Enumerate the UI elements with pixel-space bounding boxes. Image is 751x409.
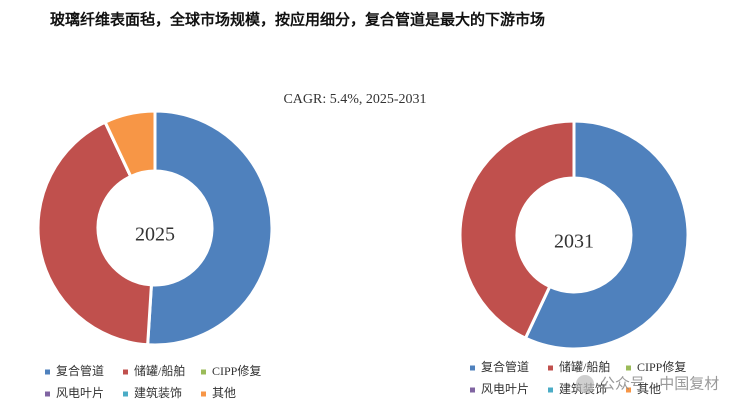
legend-swatch xyxy=(123,391,128,397)
donut-slice xyxy=(103,109,157,179)
subtitle: CAGR: 5.4%, 2025-2031 xyxy=(283,92,426,107)
donut-slice xyxy=(523,119,690,351)
legend-label: CIPP修复 xyxy=(637,359,686,374)
donut-slice xyxy=(146,109,274,347)
legend-label: 其他 xyxy=(637,382,661,396)
legend-label: CIPP修复 xyxy=(212,363,261,378)
legend-swatch xyxy=(548,387,553,393)
legend-swatch xyxy=(201,369,206,375)
legend-label: 风电叶片 xyxy=(481,382,529,396)
legend-swatch xyxy=(626,387,631,393)
legend-swatch xyxy=(45,369,50,375)
legend-swatch xyxy=(548,365,553,371)
page-title: 玻璃纤维表面毡，全球市场规模，按应用细分，复合管道是最大的下游市场 xyxy=(50,11,545,29)
legend-label: 建筑装饰 xyxy=(134,385,182,400)
legend-label: 复合管道 xyxy=(481,359,529,374)
legend-label: 储罐/船舶 xyxy=(559,359,610,374)
legend-swatch xyxy=(470,365,475,371)
center-label: 2031 xyxy=(554,231,594,253)
watermark-icon xyxy=(576,375,594,393)
legend-label: 复合管道 xyxy=(56,363,104,378)
legend-swatch xyxy=(45,391,50,397)
center-label: 2025 xyxy=(135,224,175,246)
legend-swatch xyxy=(201,391,206,397)
legend-swatch xyxy=(470,387,475,393)
legend-swatch xyxy=(626,365,631,371)
donut-slice xyxy=(36,120,154,347)
watermark: 公众号 · 中国复材 xyxy=(600,375,719,393)
legend-label: 风电叶片 xyxy=(56,386,104,400)
legend-swatch xyxy=(123,369,128,375)
legend-label: 其他 xyxy=(212,386,236,400)
legend-label: 储罐/船舶 xyxy=(134,363,185,378)
donut-slice xyxy=(458,119,576,341)
